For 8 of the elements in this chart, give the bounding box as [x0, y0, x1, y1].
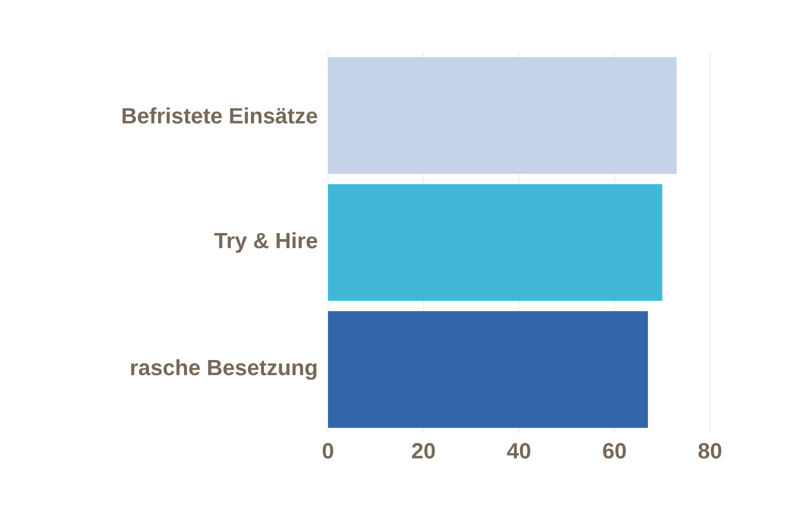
- x-tick-label: 80: [698, 443, 722, 459]
- y-tick-label: rasche Besetzung: [131, 359, 316, 380]
- x-tick-label: 20: [412, 443, 435, 459]
- y-tick-label: Befristete Einsätze: [122, 107, 318, 124]
- x-tick-label: 60: [603, 443, 626, 459]
- y-tick-label: Try & Hire: [214, 232, 318, 253]
- x-tick-label: 40: [507, 443, 530, 459]
- x-tick-label: 0: [322, 443, 334, 459]
